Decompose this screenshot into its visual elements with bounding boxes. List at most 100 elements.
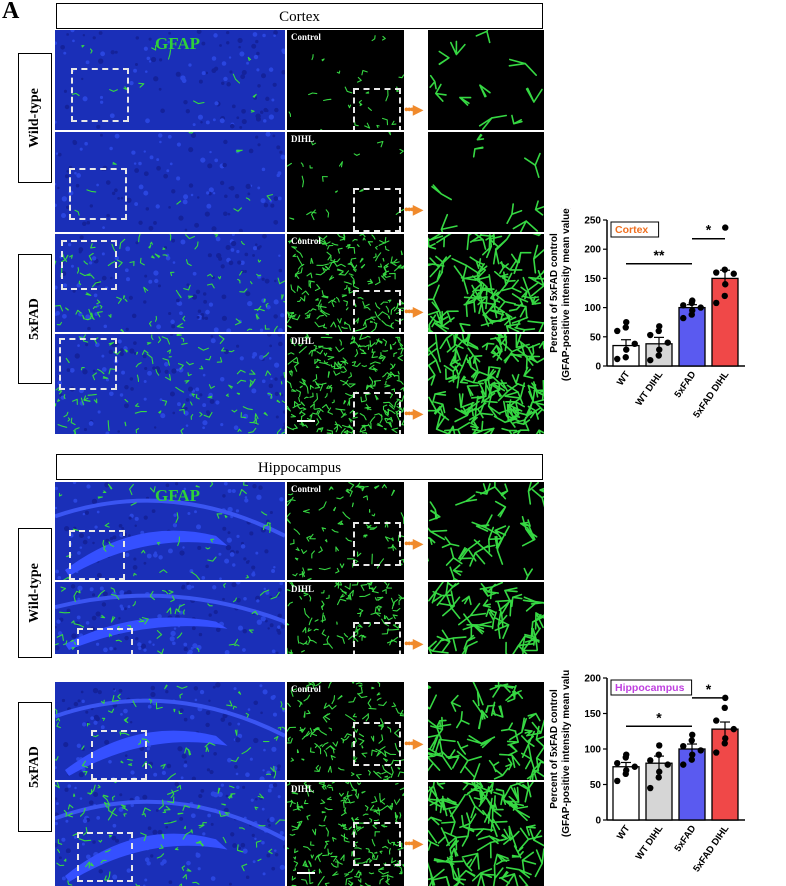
row-label-wild-type-hippo: Wild-type bbox=[18, 528, 52, 658]
condition-tag: Control bbox=[291, 236, 321, 246]
data-point bbox=[713, 749, 720, 756]
data-point bbox=[622, 354, 629, 361]
data-point bbox=[697, 304, 704, 311]
region-of-interest-box bbox=[77, 628, 133, 654]
condition-tag: DIHL bbox=[291, 134, 315, 144]
data-point bbox=[689, 751, 696, 758]
inset-label-box bbox=[610, 679, 693, 696]
significance-label: * bbox=[706, 681, 712, 697]
data-point bbox=[722, 224, 729, 231]
data-point bbox=[647, 356, 654, 364]
data-point bbox=[631, 763, 638, 770]
bar bbox=[711, 728, 739, 821]
gfap-channel-image: Control bbox=[287, 30, 404, 130]
gfap-channel-image: Control bbox=[287, 682, 404, 780]
x-tick-label: WT DIHL bbox=[634, 369, 666, 408]
data-point bbox=[647, 757, 654, 764]
x-tick-label: WT DIHL bbox=[634, 823, 666, 862]
data-point bbox=[721, 292, 728, 300]
region-of-interest-box bbox=[353, 392, 401, 434]
overview-image: GFAP bbox=[55, 482, 285, 580]
stain-label: GFAP bbox=[155, 486, 201, 505]
data-point bbox=[614, 355, 621, 363]
data-point bbox=[680, 302, 687, 309]
gfap-channel-image: DIHL bbox=[287, 132, 404, 232]
data-point bbox=[722, 281, 729, 288]
data-point bbox=[722, 735, 729, 742]
zoom-arrow-icon: •••▶ bbox=[404, 537, 424, 552]
scale-bar bbox=[297, 420, 315, 422]
region-of-interest-box bbox=[69, 168, 127, 220]
y-tick-label: 150 bbox=[584, 274, 601, 285]
stain-label: GFAP bbox=[155, 34, 201, 53]
inset-label: Hippocampus bbox=[615, 682, 685, 694]
region-of-interest-box bbox=[353, 622, 401, 654]
data-point bbox=[680, 314, 687, 322]
zoom-arrow-icon: •••▶ bbox=[404, 305, 424, 320]
condition-tag: DIHL bbox=[291, 584, 315, 594]
bar bbox=[678, 748, 706, 821]
region-of-interest-box bbox=[353, 290, 401, 332]
y-tick-label: 250 bbox=[584, 216, 601, 227]
zoom-arrow-icon: •••▶ bbox=[404, 737, 424, 752]
zoomed-image bbox=[428, 234, 544, 332]
overview-image bbox=[55, 234, 285, 332]
region-of-interest-box bbox=[353, 188, 401, 232]
region-of-interest-box bbox=[91, 730, 147, 780]
overview-image bbox=[55, 582, 285, 654]
significance-label: * bbox=[656, 709, 662, 725]
x-tick-label: 5xFAD bbox=[672, 369, 698, 400]
data-point bbox=[623, 346, 630, 353]
data-point bbox=[614, 777, 621, 785]
row-label-wild-type: Wild-type bbox=[18, 53, 52, 183]
data-point bbox=[689, 731, 696, 738]
data-point bbox=[631, 340, 638, 348]
zoom-arrow-icon: •••▶ bbox=[404, 637, 424, 652]
data-point bbox=[623, 751, 630, 758]
condition-tag: Control bbox=[291, 32, 321, 42]
zoomed-image bbox=[428, 782, 544, 886]
data-point bbox=[623, 767, 630, 774]
y-tick-label: 0 bbox=[595, 362, 601, 373]
condition-tag: Control bbox=[291, 684, 321, 694]
significance-label: ** bbox=[654, 247, 665, 263]
data-point bbox=[614, 760, 621, 767]
gfap-channel-image: Control bbox=[287, 234, 404, 332]
data-point bbox=[730, 725, 737, 733]
zoomed-image bbox=[428, 30, 544, 130]
data-point bbox=[689, 297, 696, 304]
y-tick-label: 50 bbox=[590, 780, 602, 791]
hippocampus-bar-chart: Percent of 5xFAD control(GFAP-positive i… bbox=[549, 670, 745, 874]
data-point bbox=[647, 331, 654, 339]
zoom-arrow-icon: •••▶ bbox=[404, 203, 424, 218]
data-point bbox=[614, 327, 621, 335]
data-point bbox=[656, 768, 663, 775]
y-tick-label: 0 bbox=[595, 816, 601, 827]
data-point bbox=[722, 694, 729, 702]
region-of-interest-box bbox=[59, 338, 117, 390]
zoomed-image bbox=[428, 582, 544, 654]
overview-image bbox=[55, 334, 285, 434]
condition-tag: DIHL bbox=[291, 336, 315, 346]
x-tick-label: 5xFAD bbox=[672, 823, 698, 854]
region-of-interest-box bbox=[353, 522, 401, 566]
data-point bbox=[647, 784, 654, 792]
data-point bbox=[713, 299, 720, 307]
row-label-5xfad-hippo: 5xFAD bbox=[18, 702, 52, 832]
overview-image bbox=[55, 782, 285, 886]
y-tick-label: 100 bbox=[584, 745, 601, 756]
condition-tag: Control bbox=[291, 484, 321, 494]
data-point bbox=[697, 747, 704, 754]
scale-bar bbox=[297, 872, 315, 874]
section-title-cortex: Cortex bbox=[56, 3, 543, 29]
y-tick-label: 200 bbox=[584, 245, 601, 256]
zoom-arrow-icon: •••▶ bbox=[404, 837, 424, 852]
gfap-channel-image: DIHL bbox=[287, 334, 404, 434]
data-point bbox=[721, 740, 728, 747]
zoomed-image bbox=[428, 132, 544, 232]
region-of-interest-box bbox=[353, 88, 401, 130]
zoomed-image bbox=[428, 682, 544, 780]
inset-label: Cortex bbox=[615, 224, 648, 236]
data-point bbox=[688, 737, 695, 744]
significance-label: * bbox=[706, 222, 712, 238]
